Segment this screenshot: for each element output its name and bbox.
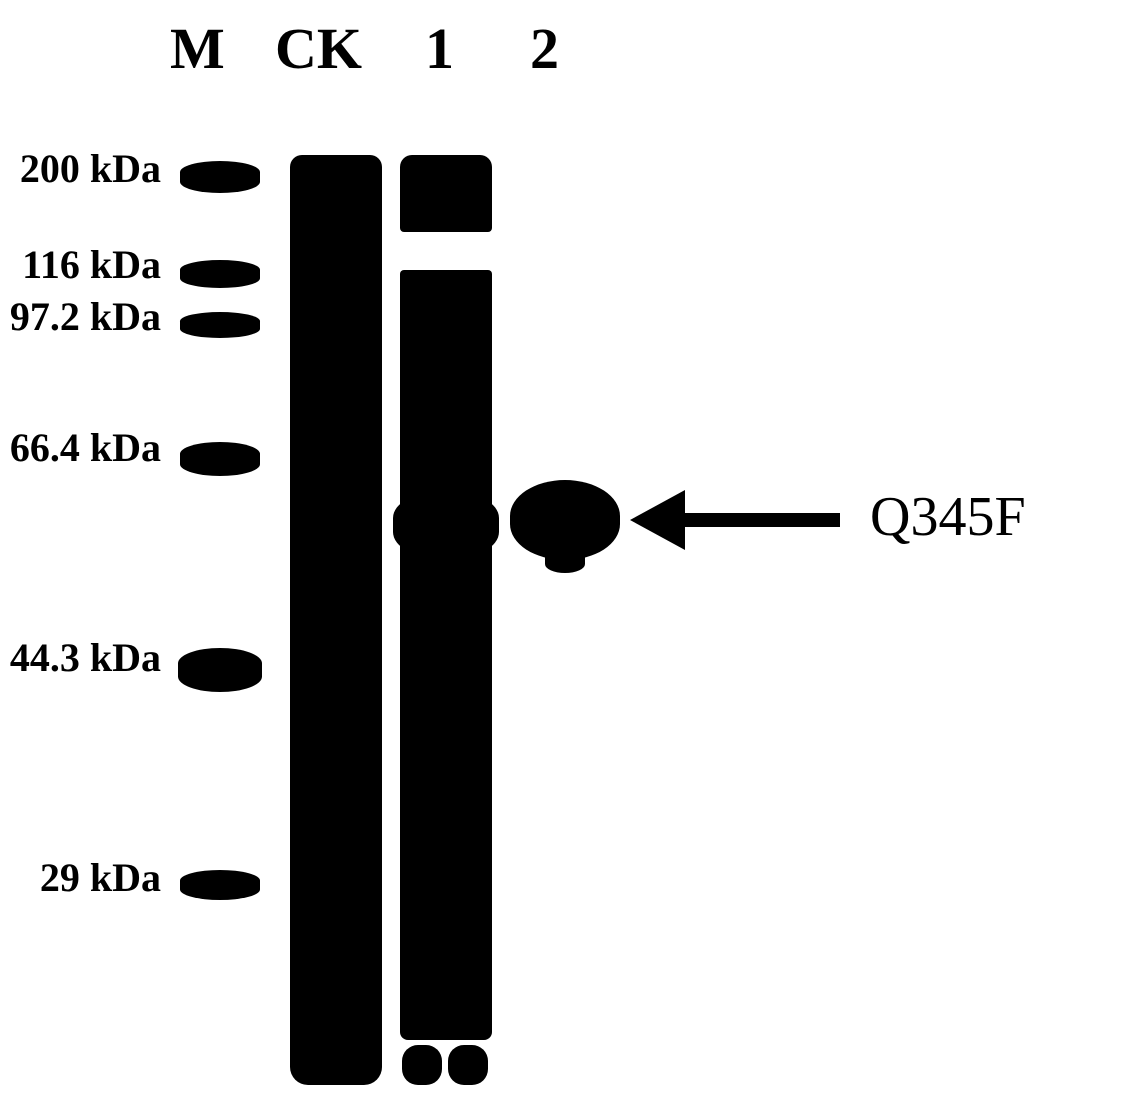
lane2-band: [510, 480, 620, 560]
lane2-band-tail: [545, 555, 585, 573]
mw-label: 116 kDa: [1, 241, 161, 288]
marker-band: [180, 161, 260, 193]
lane-header-1: 1: [425, 15, 454, 82]
lane1-frag: [402, 1045, 442, 1085]
annotation-label: Q345F: [870, 485, 1026, 549]
marker-band: [180, 260, 260, 288]
lane-header-m: M: [170, 15, 225, 82]
mw-label: 200 kDa: [1, 145, 161, 192]
ck-lane-smear: [290, 155, 382, 1085]
gel-figure: M CK 1 2 200 kDa 116 kDa 97.2 kDa 66.4 k…: [0, 0, 1121, 1112]
lane-header-ck: CK: [275, 15, 362, 82]
marker-band: [180, 870, 260, 900]
lane-header-2: 2: [530, 15, 559, 82]
annotation-arrow: [630, 485, 850, 555]
marker-band: [178, 648, 262, 692]
marker-band: [180, 442, 260, 476]
mw-label: 66.4 kDa: [1, 424, 161, 471]
mw-label: 29 kDa: [1, 854, 161, 901]
lane1-smear-top: [400, 155, 492, 232]
mw-label: 44.3 kDa: [1, 634, 161, 681]
mw-label: 97.2 kDa: [1, 293, 161, 340]
lane1-smear-main: [400, 270, 492, 1040]
lane1-bulge: [393, 490, 499, 560]
marker-band: [180, 312, 260, 338]
lane1-frag: [448, 1045, 488, 1085]
